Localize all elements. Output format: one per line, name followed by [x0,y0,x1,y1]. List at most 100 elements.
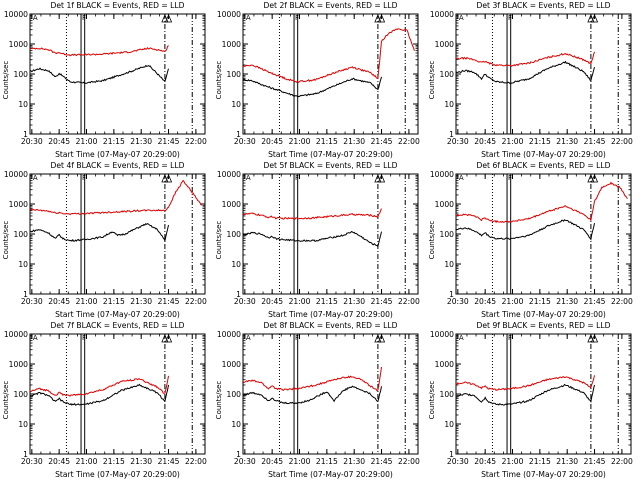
y-tick-label: 100 [440,230,455,239]
y-tick-label: 1000 [435,40,454,49]
plot-area: 1 10 100 1000 10000 20:30 20:45 21:00 21:15 21:30… [217,10,420,146]
y-tick-label: 10000 [430,10,454,19]
triangle-marker [374,173,382,183]
y-tick-label: 10000 [4,330,28,339]
x-tick-label: 20:30 [21,297,43,306]
x-tick-label: 20:45 [474,297,496,306]
x-tick-label: 21:30 [343,137,365,146]
x-tick-label: 21:45 [584,137,606,146]
y-tick-label: 1 [23,290,28,299]
y-tick-label: 10 [444,100,454,109]
y-tick-label: 100 [227,70,242,79]
x-tick-label: 21:30 [130,297,152,306]
series-lld-line [30,45,169,57]
chart-title: Det 5f BLACK = Events, RED = LLD [263,161,398,170]
triangle-marker [164,173,173,183]
x-tick-label: 21:15 [103,297,125,306]
y-tick-label: 10000 [217,170,241,179]
detector-panel: Det 4f BLACK = Events, RED = LLD Start Ti… [0,160,213,320]
plot-frame [29,13,206,135]
marker-flag: A [459,174,464,182]
marker-flag: A [33,334,38,342]
series-events-line [243,385,382,405]
y-tick-label: 1000 [9,40,28,49]
plot-frame [29,333,206,455]
x-tick-label: 21:30 [343,457,365,466]
x-tick-label: 21:00 [502,297,524,306]
detector-panel: Det 5f BLACK = Events, RED = LLD Start Ti… [213,160,426,320]
plot-area: 1 10 100 1000 10000 20:30 20:45 21:00 21:15 21:30… [217,330,420,466]
x-axis-label: Start Time (07-May-07 20:29:00) [55,310,180,319]
y-tick-label: 1 [236,290,241,299]
y-tick-label: 1000 [222,360,241,369]
x-tick-label: 22:00 [398,297,420,306]
x-tick-label: 21:00 [76,457,98,466]
series-lld-line [456,181,628,224]
plot-frame [455,173,632,295]
series-lld-line [30,375,169,397]
y-tick-label: 1000 [435,200,454,209]
x-tick-label: 22:00 [398,457,420,466]
series-events-line [243,230,382,248]
series-events-line [456,219,595,241]
triangle-marker [374,13,382,23]
plot-area: 1 10 100 1000 10000 20:30 20:45 21:00 21:15 21:30… [430,10,633,146]
marker-flag: F [82,174,86,182]
marker-flag: F [295,174,299,182]
x-tick-label: 21:15 [529,297,551,306]
chart-title: Det 2f BLACK = Events, RED = LLD [263,1,398,10]
plot-frame [242,173,419,295]
x-tick-label: 20:45 [48,457,70,466]
marker-flag: F [295,334,299,342]
x-tick-label: 21:30 [130,457,152,466]
x-axis-label: Start Time (07-May-07 20:29:00) [55,470,180,479]
triangle-marker [587,333,595,343]
y-tick-label: 10000 [430,330,454,339]
y-tick-label: 1000 [435,360,454,369]
x-tick-label: 20:30 [447,457,469,466]
plot-frame [455,13,632,135]
x-tick-label: 20:45 [474,137,496,146]
y-tick-label: 1000 [9,200,28,209]
triangle-marker [587,13,595,23]
x-tick-label: 21:30 [130,137,152,146]
x-tick-label: 21:45 [371,297,393,306]
x-tick-label: 21:00 [502,137,524,146]
marker-flag: F [82,334,86,342]
plot-frame [455,333,632,455]
marker-flag: F [295,14,299,22]
x-tick-label: 21:15 [316,137,338,146]
triangle-marker [590,173,599,183]
y-tick-label: 1 [236,450,241,459]
x-tick-label: 20:45 [261,457,283,466]
x-axis-label: Start Time (07-May-07 20:29:00) [268,470,393,479]
x-tick-label: 21:00 [289,137,311,146]
x-tick-label: 21:15 [316,297,338,306]
detector-panel: Det 6f BLACK = Events, RED = LLD Start Ti… [426,160,639,320]
x-tick-label: 21:00 [502,457,524,466]
detector-panel: Det 1f BLACK = Events, RED = LLD Start Ti… [0,0,213,160]
plot-frame [242,333,419,455]
series-events-line [30,222,169,243]
x-tick-label: 21:45 [584,457,606,466]
x-tick-label: 20:45 [261,297,283,306]
x-tick-label: 21:30 [343,297,365,306]
y-tick-label: 10 [18,100,28,109]
series-lld-line [456,375,595,392]
y-tick-label: 10000 [4,170,28,179]
x-tick-label: 20:30 [21,137,43,146]
triangle-marker [161,13,169,23]
y-tick-label: 10 [444,420,454,429]
y-tick-label: 10 [231,420,241,429]
y-tick-label: 10 [444,260,454,269]
marker-flag: A [33,14,38,22]
series-events-line [456,383,595,406]
x-tick-label: 21:15 [529,137,551,146]
x-tick-label: 21:15 [529,457,551,466]
y-tick-label: 10 [18,420,28,429]
series-lld-line [243,208,382,220]
marker-flag: F [508,14,512,22]
x-tick-label: 20:30 [234,457,256,466]
y-tick-label: 1 [449,290,454,299]
